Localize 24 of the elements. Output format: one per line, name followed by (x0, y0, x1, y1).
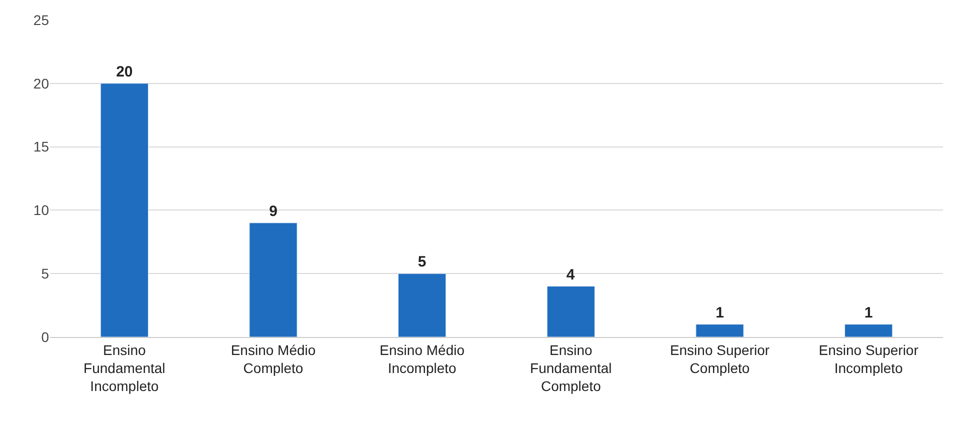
bar (546, 286, 595, 337)
y-tick-label: 0 (41, 328, 50, 345)
x-tick-label: Ensino Superior Completo (670, 342, 770, 376)
data-label: 9 (269, 202, 278, 220)
y-tick-label: 5 (41, 266, 50, 282)
data-label: 5 (418, 254, 426, 271)
x-tick-label: Ensino Médio Completo (230, 342, 316, 376)
x-tick-label: Ensino Fundamental Completo (530, 342, 612, 394)
x-tick-label: Ensino Fundamental Incompleto (84, 342, 166, 394)
data-label: 4 (566, 266, 576, 284)
data-label: 20 (116, 63, 133, 80)
y-tick-label: 10 (33, 202, 50, 218)
bar (398, 273, 446, 337)
y-tick-label: 25 (33, 12, 50, 28)
y-tick-label: 20 (33, 75, 50, 92)
bar (844, 324, 893, 337)
bar (249, 222, 298, 337)
data-label: 1 (864, 304, 873, 322)
y-tick-label: 15 (33, 138, 50, 155)
x-tick-label: Ensino Superior Incompleto (818, 342, 919, 376)
bar (696, 324, 744, 337)
data-label: 1 (716, 304, 724, 322)
x-tick-label: Ensino Médio Incompleto (380, 342, 465, 376)
bar (100, 83, 148, 337)
